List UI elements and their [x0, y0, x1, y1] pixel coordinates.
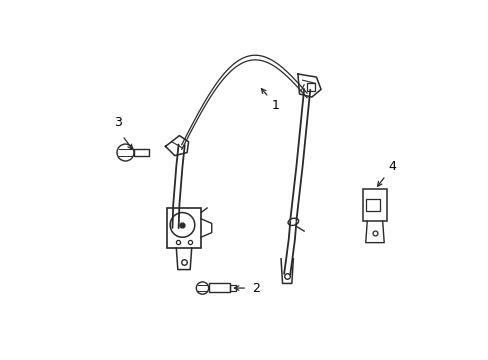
Bar: [306, 83, 314, 91]
Text: 3: 3: [114, 116, 122, 130]
Bar: [230, 285, 235, 291]
Text: 2: 2: [251, 282, 259, 294]
Bar: [208, 283, 230, 292]
Text: 1: 1: [271, 99, 279, 112]
Bar: [366, 199, 380, 211]
Text: 4: 4: [388, 159, 396, 172]
Bar: [167, 208, 201, 248]
Bar: [134, 149, 149, 156]
Bar: [362, 189, 386, 221]
